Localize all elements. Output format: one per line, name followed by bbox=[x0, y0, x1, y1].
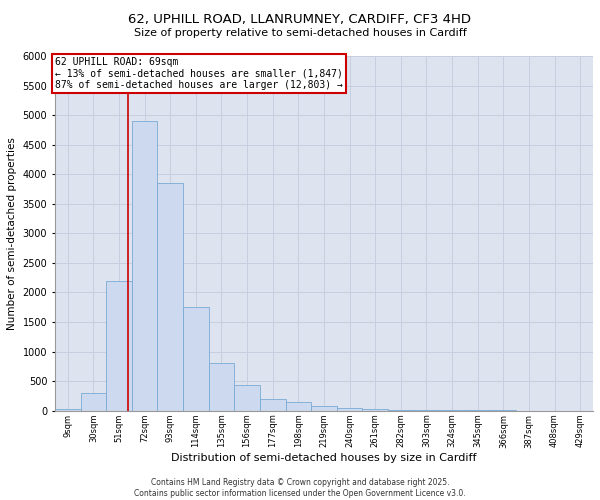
Bar bbox=[157, 183, 183, 410]
Bar bbox=[286, 402, 311, 410]
Bar bbox=[337, 408, 362, 410]
Bar bbox=[260, 399, 286, 410]
Text: 62 UPHILL ROAD: 69sqm
← 13% of semi-detached houses are smaller (1,847)
87% of s: 62 UPHILL ROAD: 69sqm ← 13% of semi-deta… bbox=[55, 57, 343, 90]
Bar bbox=[106, 280, 132, 410]
Bar bbox=[80, 393, 106, 410]
Text: Contains HM Land Registry data © Crown copyright and database right 2025.
Contai: Contains HM Land Registry data © Crown c… bbox=[134, 478, 466, 498]
Bar bbox=[183, 307, 209, 410]
Bar bbox=[209, 364, 234, 410]
Bar bbox=[362, 409, 388, 410]
Text: 62, UPHILL ROAD, LLANRUMNEY, CARDIFF, CF3 4HD: 62, UPHILL ROAD, LLANRUMNEY, CARDIFF, CF… bbox=[128, 12, 472, 26]
Bar bbox=[311, 406, 337, 410]
Text: Size of property relative to semi-detached houses in Cardiff: Size of property relative to semi-detach… bbox=[134, 28, 466, 38]
Bar bbox=[234, 386, 260, 410]
Bar bbox=[132, 121, 157, 410]
Bar bbox=[55, 409, 80, 410]
Y-axis label: Number of semi-detached properties: Number of semi-detached properties bbox=[7, 137, 17, 330]
X-axis label: Distribution of semi-detached houses by size in Cardiff: Distribution of semi-detached houses by … bbox=[171, 453, 477, 463]
